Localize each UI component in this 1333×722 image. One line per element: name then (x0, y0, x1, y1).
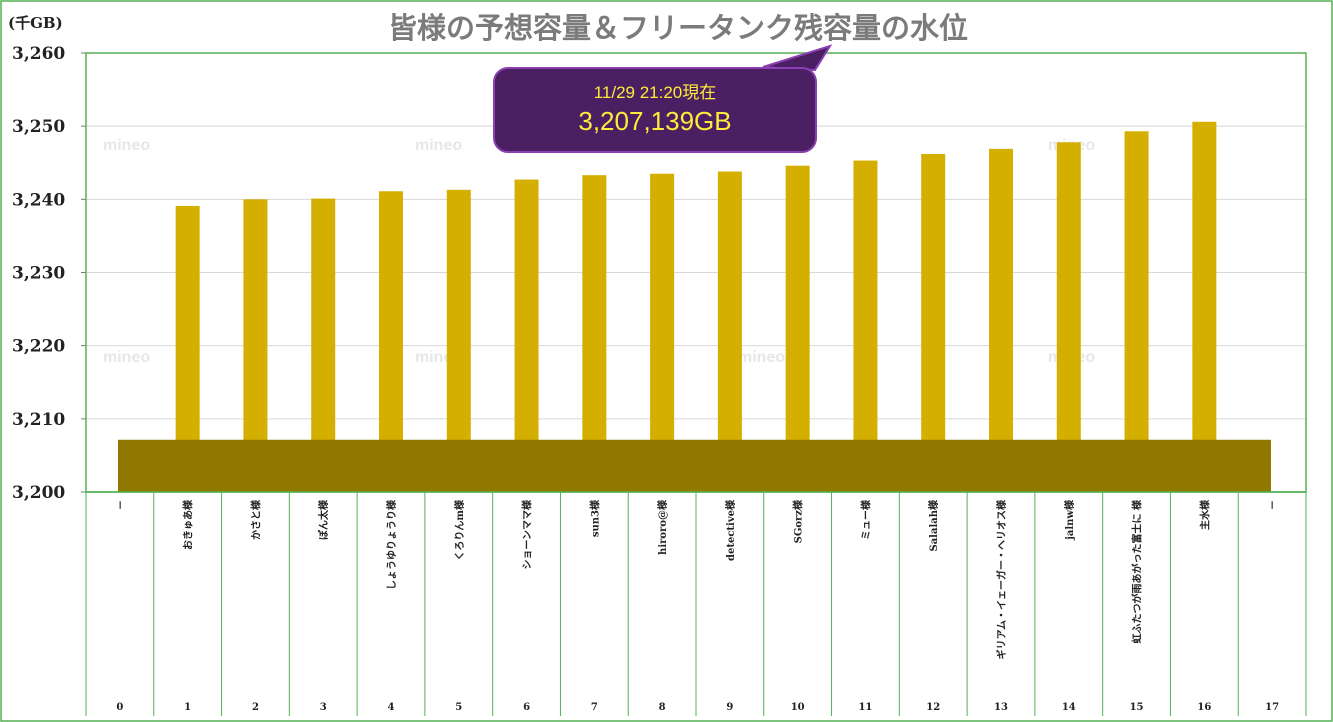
bar-16 (1192, 121, 1217, 492)
x-index-label-0: 0 (116, 702, 123, 713)
bar-7 (582, 175, 607, 492)
x-index-label-9: 9 (726, 702, 733, 713)
water-level-band (118, 439, 1271, 492)
x-tick-label-10: SGorz様 (792, 499, 805, 543)
bar-13 (989, 148, 1013, 492)
bar-9 (717, 171, 742, 492)
x-tick-label-13: ギリアム・イェーガー・ヘリオス様 (995, 499, 1008, 659)
x-index-label-16: 16 (1197, 702, 1211, 713)
x-tick-label-5: くろりんm様 (453, 499, 466, 561)
watermark-brand-4: mineo (103, 349, 150, 366)
y-axis-unit: (千GB) (8, 14, 63, 32)
x-index-label-6: 6 (523, 702, 530, 713)
x-index-label-1: 1 (184, 702, 191, 713)
y-tick-label-3: 3,230 (12, 264, 65, 284)
x-tick-label-8: hiroro@様 (656, 499, 669, 555)
bar-12 (921, 153, 946, 492)
y-tick-label-2: 3,220 (12, 337, 65, 357)
x-tick-label-3: ぽん太様 (317, 499, 330, 540)
y-tick-label-1: 3,210 (12, 410, 65, 430)
y-tick-label-5: 3,250 (12, 117, 65, 137)
x-index-label-17: 17 (1265, 702, 1279, 713)
watermark-brand-6: mineo (738, 349, 785, 366)
callout-value-label: 3,207,139GB (578, 106, 731, 136)
chart-title: 皆様の予想容量＆フリータンク残容量の水位 (388, 11, 968, 45)
x-index-label-15: 15 (1130, 702, 1144, 713)
x-tick-label-16: 主水様 (1198, 499, 1211, 530)
water-level-layer (118, 439, 1271, 492)
x-index-label-4: 4 (388, 702, 395, 713)
x-index-label-8: 8 (659, 702, 666, 713)
x-tick-label-15: 虹ふたつが雨あがった富士に 様 (1131, 499, 1144, 643)
x-tick-label-12: Salalah様 (927, 499, 940, 552)
x-tick-label-14: jalnw様 (1063, 499, 1076, 541)
x-tick-label-7: sun3様 (588, 499, 601, 537)
callout-box (493, 67, 817, 153)
x-index-label-10: 10 (791, 702, 805, 713)
bar-11 (853, 160, 878, 492)
bar-15 (1124, 131, 1149, 492)
x-index-label-11: 11 (858, 702, 872, 713)
bar-8 (650, 173, 675, 492)
y-tick-label-6: 3,260 (12, 44, 65, 64)
x-index-label-13: 13 (994, 702, 1008, 713)
x-tick-label-1: おきゅあ様 (182, 499, 195, 550)
x-index-label-14: 14 (1062, 702, 1076, 713)
x-index-label-2: 2 (252, 702, 259, 713)
callout-time-label: 11/29 21:20現在 (594, 83, 717, 102)
x-tick-label-0: － (116, 500, 127, 510)
x-tick-label-11: ミュー様 (859, 499, 872, 540)
x-tick-label-17: － (1268, 500, 1279, 510)
y-tick-labels: 3,200 3,210 3,220 3,230 3,240 3,250 3,260 (12, 44, 65, 503)
x-index-label-5: 5 (455, 702, 462, 713)
x-tick-label-2: かさと様 (249, 499, 262, 540)
bar-14 (1056, 142, 1081, 492)
x-tick-label-6: ショーンママ様 (521, 499, 534, 569)
x-index-label-7: 7 (591, 702, 598, 713)
x-index-label-12: 12 (926, 702, 940, 713)
watermark-brand-1: mineo (415, 137, 462, 154)
y-tick-label-0: 3,200 (12, 483, 65, 503)
x-axis-table: － 0 おきゅあ様 1 かさと様 2 ぽん太様 3 しょうゆりょうり様 4 くろりんm様 5 ショーンマ… (85, 491, 1307, 716)
x-tick-label-9: detective様 (724, 499, 737, 561)
water-level-callout: 11/29 21:20現在 3,207,139GB (493, 44, 833, 153)
y-tick-label-4: 3,240 (12, 190, 65, 210)
bar-10 (785, 165, 810, 492)
x-index-label-3: 3 (320, 702, 327, 713)
x-tick-label-4: しょうゆりょうり様 (385, 499, 398, 590)
watermark-brand-0: mineo (103, 137, 150, 154)
